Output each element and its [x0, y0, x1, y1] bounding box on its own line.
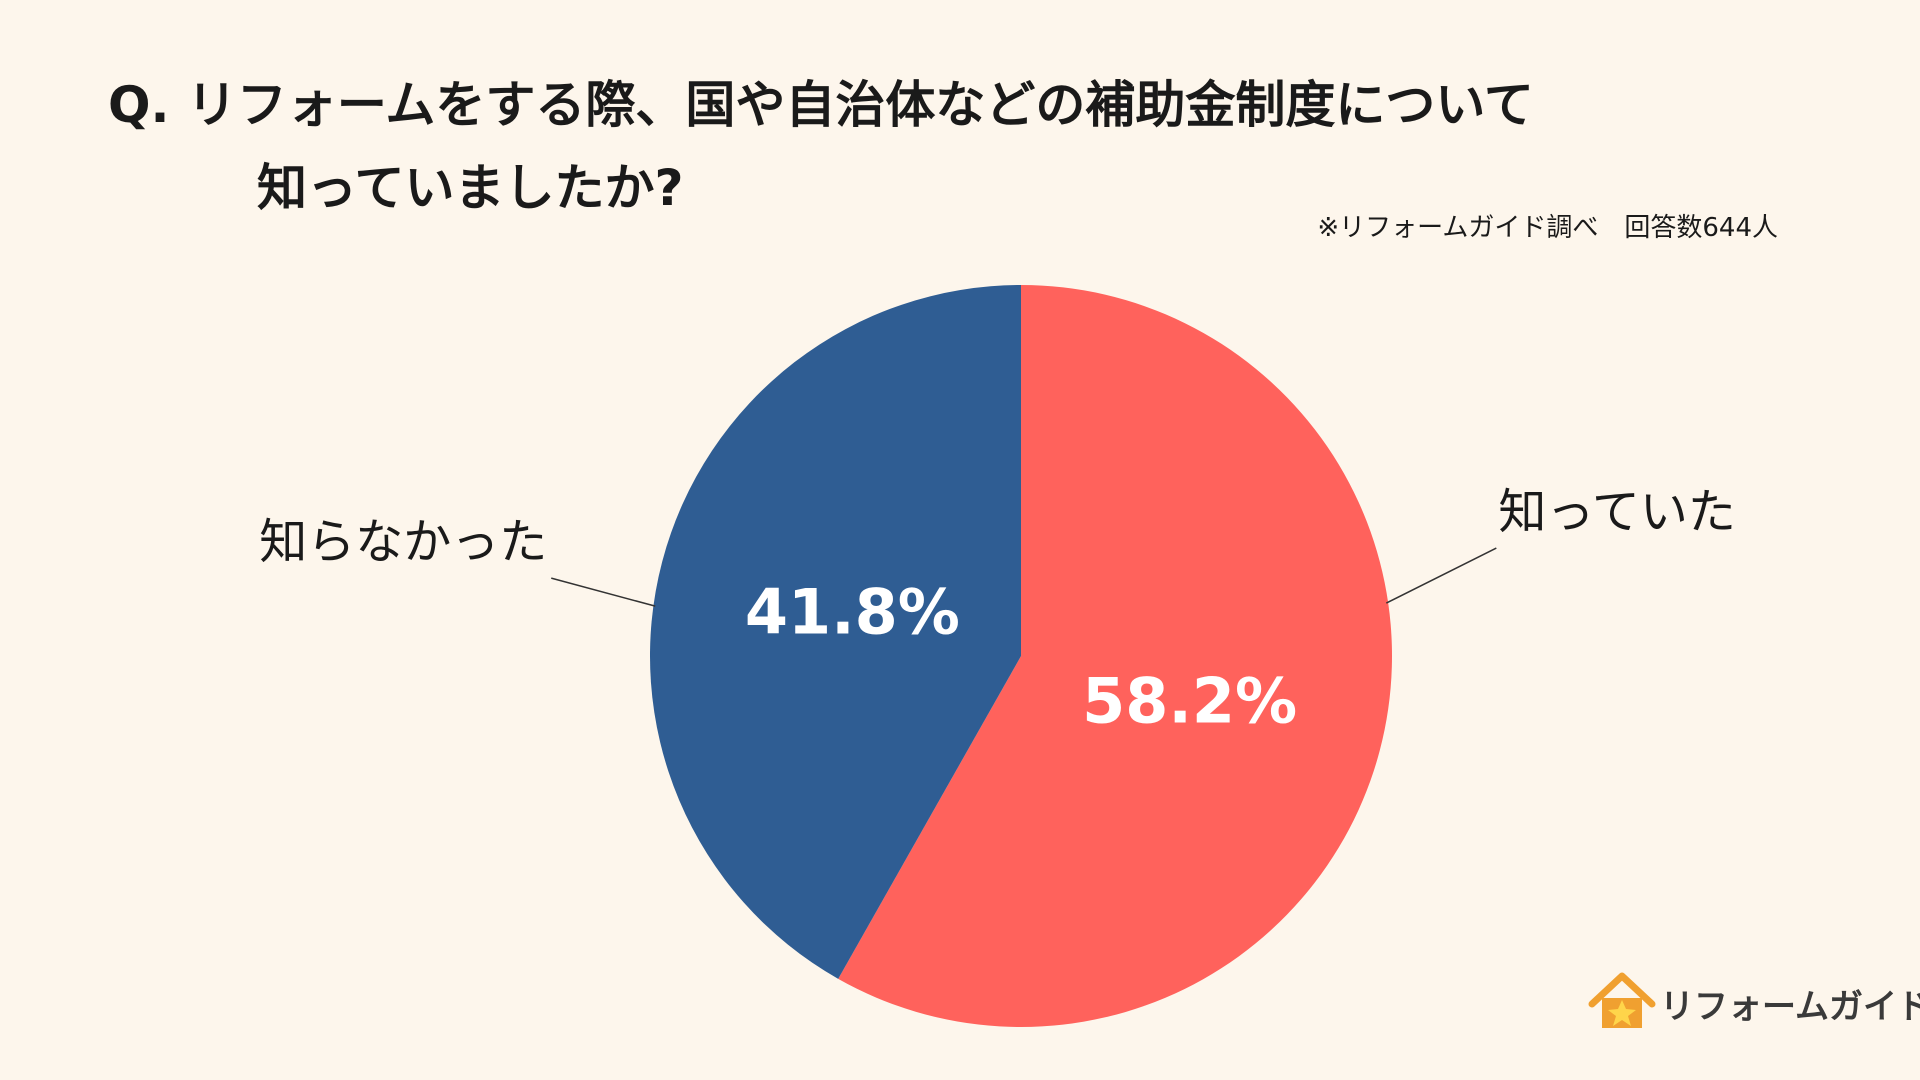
chart-title: Q. リフォームをする際、国や自治体などの補助金制度について [108, 76, 1534, 134]
pie-slice [650, 285, 1021, 979]
category-label: 知らなかった [259, 514, 547, 570]
brand-logo: リフォームガイド [1588, 972, 1920, 1028]
chart-title: 知っていましたか? [257, 159, 684, 217]
pie-slice [838, 285, 1392, 1027]
logo-roof [1588, 972, 1656, 1008]
source-note: ※リフォームガイド調べ 回答数644人 [1317, 213, 1778, 243]
leader-line [551, 577, 656, 607]
brand-name: リフォームガイド [1660, 987, 1920, 1027]
leader-line [1385, 547, 1497, 604]
category-label: 知っていた [1498, 484, 1736, 540]
value-label: 41.8% [745, 576, 960, 649]
logo-star [1608, 1000, 1636, 1026]
value-label: 58.2% [1082, 664, 1297, 737]
